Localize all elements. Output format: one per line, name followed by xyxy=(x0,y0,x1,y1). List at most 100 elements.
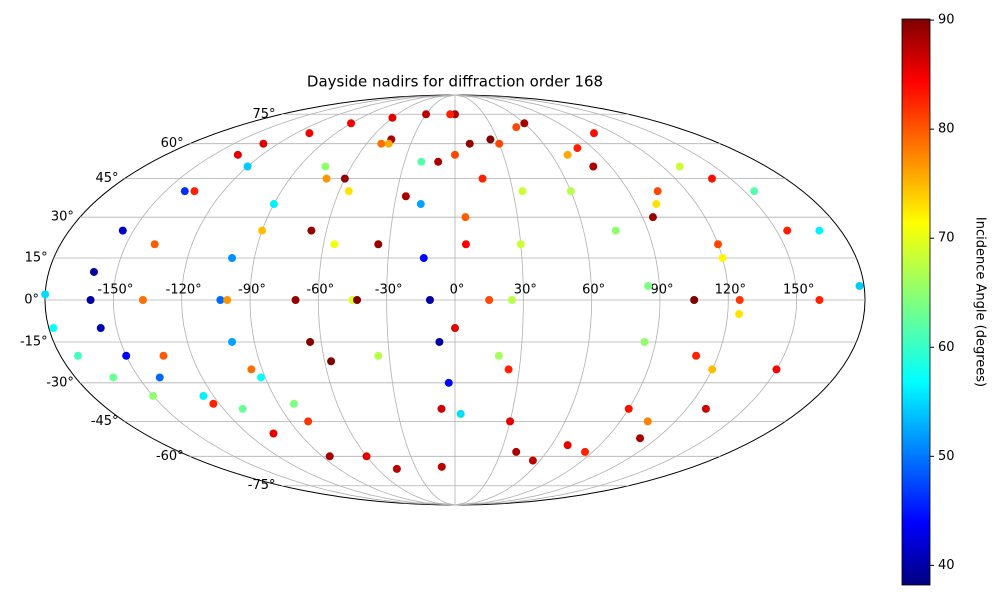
point xyxy=(636,434,645,443)
y-tick-label: -75° xyxy=(248,478,276,493)
point xyxy=(478,174,487,183)
point xyxy=(648,213,657,222)
point xyxy=(228,254,237,263)
grid-line xyxy=(454,94,593,506)
point xyxy=(772,365,781,374)
point xyxy=(419,254,428,263)
point xyxy=(692,351,701,360)
grid-line xyxy=(249,94,456,506)
point xyxy=(707,174,716,183)
grid-line xyxy=(386,94,456,506)
grid-line xyxy=(454,94,798,506)
point xyxy=(247,365,256,374)
y-tick-label: -15° xyxy=(20,334,48,349)
point xyxy=(109,373,118,382)
point xyxy=(461,213,470,222)
point xyxy=(258,226,267,235)
colorbar-tick-label: 80 xyxy=(938,122,955,137)
point xyxy=(624,404,633,413)
point xyxy=(401,192,410,201)
point xyxy=(243,162,252,171)
grid-line xyxy=(181,94,456,506)
point xyxy=(735,310,744,319)
point xyxy=(528,456,537,465)
x-tick-label: 90° xyxy=(650,283,673,298)
grid-line xyxy=(454,94,661,506)
point xyxy=(327,357,336,366)
point xyxy=(589,162,598,171)
point xyxy=(384,139,393,148)
x-tick-label: 60° xyxy=(582,283,605,298)
point xyxy=(425,296,434,304)
point xyxy=(155,373,164,382)
y-tick-label: -45° xyxy=(91,414,119,429)
point xyxy=(437,462,446,471)
point xyxy=(435,337,444,346)
point xyxy=(223,296,232,304)
point xyxy=(209,399,218,408)
point xyxy=(855,281,864,290)
point xyxy=(256,373,265,382)
grid-line xyxy=(454,94,729,506)
colorbar-label: Incidence Angle (degrees) xyxy=(973,217,988,387)
point xyxy=(238,404,247,413)
x-tick-label: -120° xyxy=(166,283,202,298)
point xyxy=(269,429,278,438)
point xyxy=(444,378,453,387)
point xyxy=(422,110,431,119)
y-tick-label: 15° xyxy=(25,251,48,266)
point xyxy=(735,296,744,304)
x-tick-label: -30° xyxy=(375,283,403,298)
point xyxy=(233,150,242,159)
point xyxy=(504,365,513,374)
point xyxy=(750,187,759,196)
point xyxy=(388,113,397,122)
point xyxy=(41,290,50,299)
point xyxy=(353,296,362,304)
point xyxy=(518,187,527,196)
grid-line xyxy=(112,94,456,506)
x-tick-label: 30° xyxy=(514,283,537,298)
point xyxy=(581,447,590,456)
point xyxy=(307,226,316,235)
point xyxy=(417,157,426,166)
point xyxy=(374,240,383,249)
point xyxy=(306,337,315,346)
colorbar-tick-label: 90 xyxy=(938,13,955,28)
point xyxy=(714,240,723,249)
colorbar xyxy=(901,18,931,586)
point xyxy=(456,409,465,418)
point xyxy=(199,391,208,400)
point xyxy=(362,452,371,461)
point xyxy=(269,200,278,209)
point xyxy=(611,226,620,235)
y-tick-label: 60° xyxy=(161,136,184,151)
point xyxy=(512,123,521,132)
point xyxy=(321,162,330,171)
point xyxy=(506,417,515,426)
point xyxy=(325,452,334,461)
point xyxy=(322,174,331,183)
point xyxy=(377,139,386,148)
point xyxy=(486,135,495,144)
point xyxy=(446,110,455,119)
x-tick-label: -150° xyxy=(97,283,133,298)
point xyxy=(485,296,494,304)
point xyxy=(718,254,727,263)
point xyxy=(340,174,349,183)
point xyxy=(86,296,95,304)
point xyxy=(653,187,662,196)
point xyxy=(573,144,582,153)
point xyxy=(563,150,572,159)
point xyxy=(149,391,158,400)
point xyxy=(216,296,225,304)
x-tick-label: 120° xyxy=(715,283,746,298)
point xyxy=(643,417,652,426)
point xyxy=(122,351,131,360)
point xyxy=(259,139,268,148)
colorbar-tick-label: 60 xyxy=(938,340,955,355)
point xyxy=(434,157,443,166)
point xyxy=(783,226,792,235)
point xyxy=(494,351,503,360)
